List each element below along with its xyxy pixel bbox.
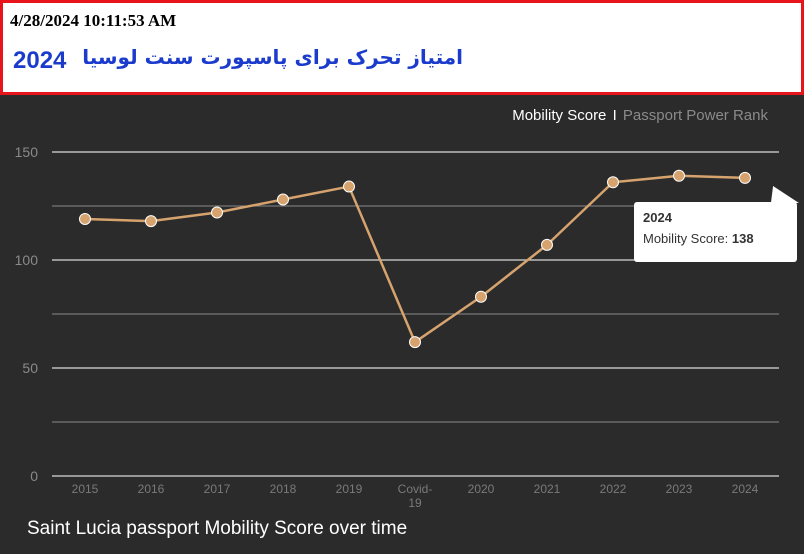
- title-year: 2024: [13, 47, 67, 74]
- x-tick-label: 2022: [600, 482, 627, 496]
- data-point[interactable]: [607, 176, 619, 189]
- tab-passport-power-rank[interactable]: Passport Power Rank: [622, 107, 768, 124]
- series-mobility-score: [79, 169, 751, 349]
- x-tick-label: 2018: [270, 482, 297, 496]
- tooltip-label: Mobility Score:: [643, 231, 729, 246]
- x-tick-label: 2023: [666, 482, 693, 496]
- data-point[interactable]: [211, 206, 223, 219]
- y-tick-label: 50: [22, 360, 38, 376]
- tooltip-value: 138: [731, 231, 754, 246]
- header-banner: 4/28/2024 10:11:53 AM 2024 امتیاز تحرک ب…: [0, 0, 804, 95]
- data-point[interactable]: [343, 180, 355, 193]
- tab-separator: I: [612, 107, 617, 124]
- data-point[interactable]: [673, 169, 685, 182]
- data-point[interactable]: [409, 336, 421, 349]
- x-tick-label: 2020: [468, 482, 495, 496]
- data-point[interactable]: [145, 215, 157, 228]
- y-axis-ticks: 0 50 100 150: [15, 144, 39, 484]
- y-tick-label: 0: [30, 468, 38, 484]
- page-title: امتیاز تحرک برای پاسپورت سنت لوسیا: [82, 45, 463, 69]
- x-tick-label: 2021: [534, 482, 561, 496]
- tooltip-year: 2024: [643, 210, 672, 225]
- x-tick-label: 2017: [204, 482, 231, 496]
- x-tick-label: Covid-19: [398, 482, 433, 510]
- data-point[interactable]: [475, 290, 487, 303]
- data-point[interactable]: [541, 238, 553, 251]
- chart-tabs: Mobility Score I Passport Power Rank: [512, 107, 768, 124]
- chart-tooltip: 2024 Mobility Score: 138: [634, 202, 797, 262]
- data-point[interactable]: [277, 193, 289, 206]
- x-tick-label: 2015: [72, 482, 99, 496]
- y-tick-label: 150: [15, 144, 39, 160]
- x-tick-label: 2024: [732, 482, 759, 496]
- y-tick-label: 100: [15, 252, 39, 268]
- tab-mobility-score[interactable]: Mobility Score: [512, 107, 607, 124]
- grid-lines: [52, 151, 779, 477]
- x-axis-ticks: 2015 2016 2017 2018 2019 Covid-19 2020 2021 2022…: [72, 482, 759, 510]
- data-point[interactable]: [739, 171, 751, 184]
- x-tick-label: 2016: [138, 482, 165, 496]
- chart-caption: Saint Lucia passport Mobility Score over…: [27, 518, 408, 539]
- x-tick-label: 2019: [336, 482, 363, 496]
- timestamp: 4/28/2024 10:11:53 AM: [10, 11, 177, 30]
- data-point[interactable]: [79, 212, 91, 225]
